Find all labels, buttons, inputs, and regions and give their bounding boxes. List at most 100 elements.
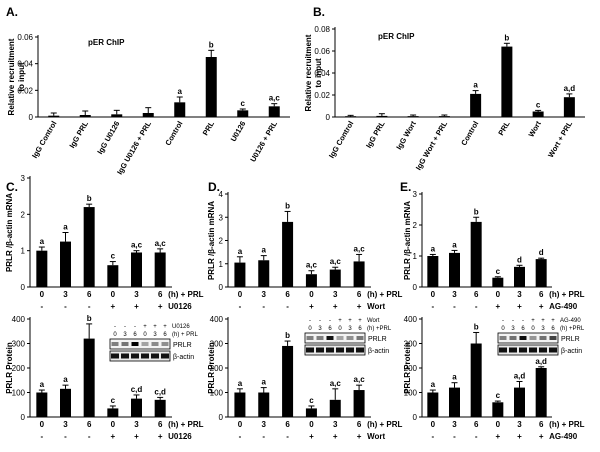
x-tick-label: 0	[111, 420, 116, 429]
y-tick-label: 0	[21, 283, 26, 292]
x-tick-label: 0	[431, 290, 436, 299]
blot-prlr-band	[151, 342, 159, 346]
bar	[329, 269, 341, 287]
bar	[205, 57, 217, 117]
y-axis-label: PRLR Protein	[207, 342, 216, 394]
bar	[353, 390, 365, 417]
y-axis-label: Relative recruitment	[304, 34, 313, 111]
blot-inhibitor-sign: +	[338, 318, 342, 324]
x-tick-label: 3	[134, 290, 139, 299]
panel-letter: C.	[6, 180, 18, 194]
y-tick-label: 200	[210, 364, 224, 373]
treatment-sign: -	[239, 432, 242, 441]
treatment-sign: +	[333, 432, 338, 441]
treatment-sign: -	[64, 302, 67, 311]
x-tick-label: 3	[452, 420, 457, 429]
blot-actin-band	[499, 347, 507, 353]
significance-label: a,d	[564, 84, 576, 93]
blot-actin-strip	[109, 350, 171, 362]
x-tick-label: 3	[517, 290, 522, 299]
bar	[258, 260, 270, 287]
treatment-sign: -	[475, 302, 478, 311]
blot-time-label: 6	[133, 332, 137, 338]
treatment-sign: +	[517, 302, 522, 311]
blot-inhibitor-sign: -	[512, 318, 514, 324]
bar	[470, 93, 482, 117]
bar	[234, 392, 246, 417]
inhibitor-label: U0126	[168, 432, 192, 441]
treatment-sign: +	[539, 432, 544, 441]
bar	[407, 116, 419, 117]
blot-inhibitor-sign: +	[153, 324, 157, 330]
blot-prlr-band	[336, 336, 344, 340]
blot-prlr-band	[346, 336, 354, 340]
blot-time-label: 0	[531, 326, 535, 332]
bar	[438, 116, 450, 117]
treatment-sign: +	[495, 432, 500, 441]
x-tick-label: Control	[459, 120, 480, 148]
bar	[353, 261, 365, 287]
bar	[111, 114, 123, 117]
significance-label: a,c	[330, 379, 342, 388]
y-axis-label: PRLR /β-actin mRNA	[207, 201, 216, 280]
treatment-sign: +	[495, 302, 500, 311]
bar	[470, 221, 482, 287]
blot-prlr-band	[529, 336, 537, 340]
time-axis-label: (h) + PRL	[367, 420, 402, 429]
significance-label: a,d	[535, 357, 547, 366]
y-tick-label: 3	[413, 190, 418, 199]
x-tick-label: 6	[357, 420, 362, 429]
time-axis-label: (h) + PRL	[549, 290, 584, 299]
y-tick-label: 400	[210, 315, 224, 324]
blot-band-label: PRLR	[561, 336, 580, 343]
bar	[268, 106, 280, 117]
blot-inhibitor-sign: -	[319, 318, 321, 324]
blot-time-axis-label: (h) +PRL	[367, 326, 392, 332]
treatment-sign: -	[431, 302, 434, 311]
x-tick-label: 3	[63, 420, 68, 429]
bar	[492, 402, 504, 417]
inhibitor-label: AG-490	[549, 302, 578, 311]
blot-prlr-strip	[304, 332, 366, 344]
bar	[154, 252, 166, 287]
significance-label: a	[262, 378, 267, 387]
blot-time-label: 0	[501, 326, 505, 332]
y-tick-label: 200	[12, 364, 26, 373]
y-tick-label: 2	[413, 221, 418, 230]
bar	[563, 97, 575, 117]
significance-label: a,c	[330, 257, 342, 266]
bar	[535, 259, 547, 287]
treatment-sign: +	[134, 302, 139, 311]
significance-label: a	[262, 246, 267, 255]
y-tick-label: 400	[404, 315, 418, 324]
bar	[237, 110, 249, 117]
blot-actin-band	[539, 347, 547, 353]
panel-letter: D.	[208, 180, 220, 194]
x-tick-label: 6	[87, 290, 92, 299]
blot-prlr-band	[121, 342, 129, 346]
x-tick-label: IgG U0126	[95, 120, 121, 156]
treatment-sign: -	[239, 302, 242, 311]
blot-time-label: 3	[123, 332, 127, 338]
blot-inhibitor-sign: -	[329, 318, 331, 324]
x-tick-label: PRL	[496, 119, 512, 137]
bar	[142, 113, 154, 117]
blot-prlr-band	[499, 336, 507, 340]
blot-time-label: 6	[163, 332, 167, 338]
x-tick-label: 0	[111, 290, 116, 299]
x-tick-label: U0126 + PRL	[248, 119, 279, 163]
significance-label: b	[285, 331, 290, 340]
blot-actin-strip	[304, 344, 366, 356]
blot-band-label: β-actin	[368, 348, 389, 355]
x-tick-label: 6	[474, 420, 479, 429]
bar	[345, 116, 357, 117]
blot-band-label: PRLR	[173, 342, 192, 349]
bar	[329, 399, 341, 417]
treatment-sign: -	[262, 432, 265, 441]
inhibitor-label: Wort	[367, 432, 385, 441]
bar	[532, 111, 544, 117]
blot-inhibitor-sign: +	[551, 318, 555, 324]
blot-actin-band	[529, 347, 537, 353]
